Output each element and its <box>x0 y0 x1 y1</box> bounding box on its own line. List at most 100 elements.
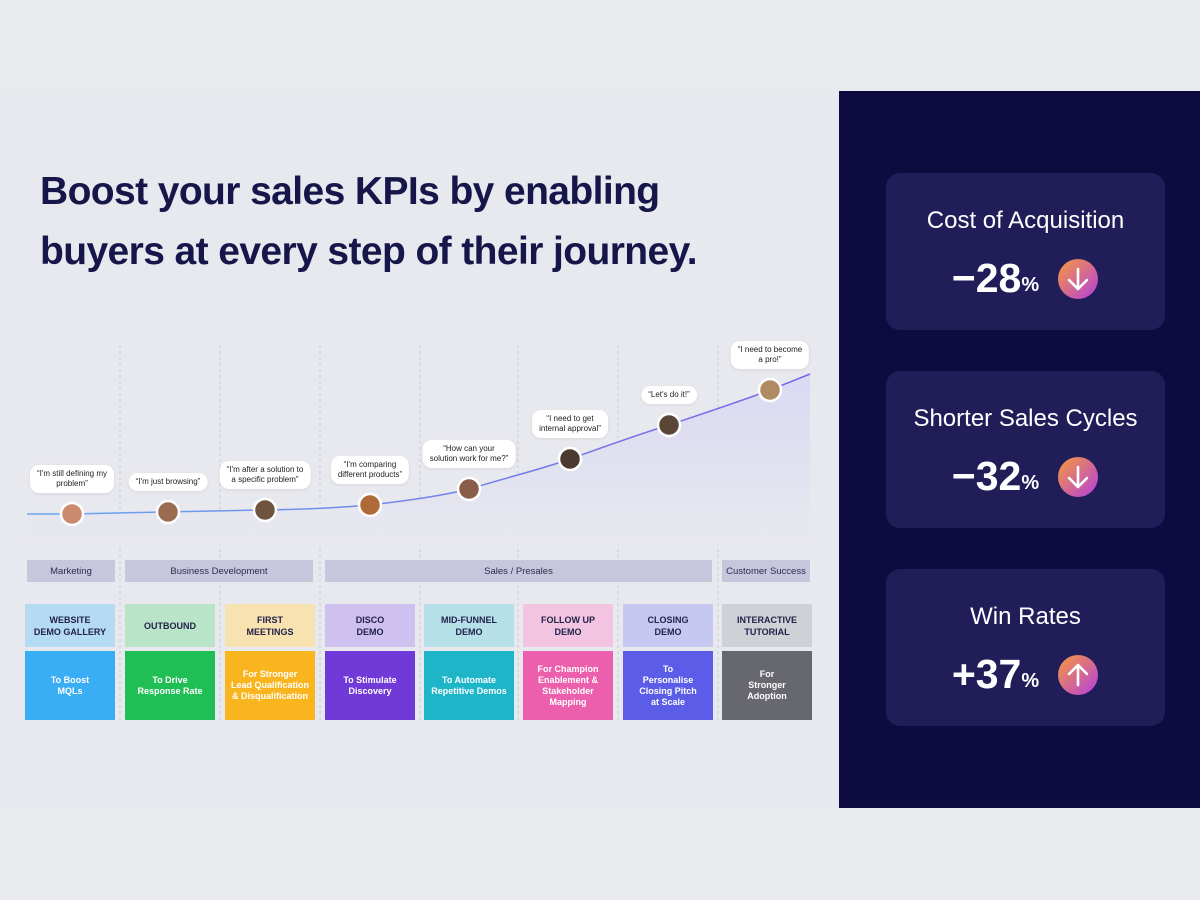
text-line: DEMO GALLERY <box>33 626 107 637</box>
text-line: a specific problem” <box>231 475 299 484</box>
text-line: TUTORIAL <box>744 626 790 637</box>
title-line: Boost your sales KPIs by enabling <box>40 170 660 213</box>
text-line: CLOSING <box>647 614 689 625</box>
stage-label: Marketing <box>27 560 115 582</box>
text-line: & Disqualification <box>231 691 308 701</box>
text-line: Adoption <box>747 691 787 701</box>
text-line: Stronger <box>748 680 786 690</box>
kpi-card: Win Rates +37% <box>886 569 1165 726</box>
text-line: DEMO <box>554 626 582 637</box>
text-line: “Let's do it!” <box>648 390 690 399</box>
direction-icon <box>1058 654 1099 695</box>
avatar <box>557 446 583 472</box>
text-line: Discovery <box>348 685 392 696</box>
kpi-title: Cost of Acquisition <box>926 207 1125 234</box>
text-line: FOLLOW UP <box>541 614 595 625</box>
text-line: Enablement & <box>537 674 598 685</box>
journey-area <box>27 374 810 545</box>
text-line: problem” <box>56 479 88 488</box>
stage-card-desc: For Stronger Lead Qualification & Disquali… <box>225 651 315 720</box>
stage-card-desc: For Stronger Adoption <box>722 651 812 720</box>
text-line: “I need to become <box>737 345 803 354</box>
stage-card-desc: To Automate Repetitive Demos <box>424 651 514 720</box>
text-line: different products” <box>337 470 403 479</box>
text-line: DISCO <box>355 614 385 625</box>
title-line: buyers at every step of their journey. <box>40 230 698 273</box>
stage-card-desc: To Personalise Closing Pitch at Scale <box>623 651 713 720</box>
quote-bubble: “I'm after a solution to a specific probl… <box>219 461 311 489</box>
stage-label: Business Development <box>125 560 313 582</box>
avatar <box>59 501 85 527</box>
text-line: solution work for me?” <box>429 454 509 463</box>
stage-label: Sales / Presales <box>325 560 712 582</box>
avatar <box>456 476 482 502</box>
stage-card-label: FOLLOW UP DEMO <box>523 604 613 647</box>
text-line: Stakeholder <box>542 685 594 696</box>
stage-card-label: INTERACTIVE TUTORIAL <box>722 604 812 647</box>
text-line: DEMO <box>654 626 682 637</box>
kpi-unit: % <box>1021 472 1040 494</box>
text-line: DEMO <box>356 626 384 637</box>
text-line: For <box>759 669 775 679</box>
text-line: To Drive <box>152 674 188 685</box>
stage-card-label: OUTBOUND <box>125 604 215 647</box>
text-line: “I'm after a solution to <box>226 465 304 474</box>
kpi-value: −32 <box>951 453 1022 499</box>
text-line: For Stronger <box>242 669 298 679</box>
kpi-value: +37 <box>951 651 1022 697</box>
text-line: For Champion <box>537 663 599 674</box>
quote-bubble: “Let's do it!” <box>641 386 697 404</box>
text-line: a pro!” <box>758 355 782 364</box>
text-line: INTERACTIVE <box>736 614 797 625</box>
stage-card-label: DISCO DEMO <box>325 604 415 647</box>
text-line: To Automate <box>442 674 496 685</box>
stage-card-label: WEBSITE DEMO GALLERY <box>25 604 115 647</box>
kpi-unit: % <box>1021 274 1040 296</box>
quote-bubble: “I need to get internal approval” <box>532 410 608 438</box>
text-line: To Boost <box>50 674 90 685</box>
kpi-value-row: −32% <box>886 453 1165 500</box>
text-line: Closing Pitch <box>639 685 697 696</box>
quote-bubble: “How can your solution work for me?” <box>422 440 516 468</box>
stage-card-label: FIRST MEETINGS <box>225 604 315 647</box>
direction-icon <box>1058 456 1099 497</box>
kpi-value-row: −28% <box>886 255 1165 302</box>
text-line: DEMO <box>455 626 483 637</box>
text-line: internal approval” <box>539 424 601 433</box>
text-line: at Scale <box>650 696 686 707</box>
kpi-title: Win Rates <box>970 603 1081 630</box>
text-line: To Stimulate <box>343 674 397 685</box>
text-line: MID-FUNNEL <box>441 614 497 625</box>
text-line: Mapping <box>549 696 587 707</box>
text-line: Response Rate <box>137 685 203 696</box>
quote-bubble: “I'm comparing different products” <box>330 456 410 484</box>
kpi-value-row: +37% <box>886 651 1165 698</box>
kpi-title: Shorter Sales Cycles <box>913 405 1138 432</box>
text-line: Lead Qualification <box>230 680 309 690</box>
quote-bubble: “I'm just browsing” <box>128 473 208 491</box>
journey-graphic <box>27 345 811 720</box>
text-line: “I'm still defining my <box>37 469 107 478</box>
stage-label: Customer Success <box>722 560 810 582</box>
stage-card-desc: For Champion Enablement & Stakeholder Mappi… <box>523 651 613 720</box>
avatar <box>757 377 783 403</box>
stage-card-desc: To Stimulate Discovery <box>325 651 415 720</box>
text-line: MEETINGS <box>246 626 294 637</box>
text-line: To <box>662 663 674 674</box>
kpi-unit: % <box>1021 670 1040 692</box>
text-line: Repetitive Demos <box>431 685 507 696</box>
avatar <box>252 497 278 523</box>
direction-icon <box>1058 258 1099 299</box>
text-line: OUTBOUND <box>144 620 196 631</box>
avatar <box>155 499 181 525</box>
avatar <box>656 412 682 438</box>
quote-bubble: “I need to become a pro!” <box>730 341 810 369</box>
kpi-card: Cost of Acquisition −28% <box>886 173 1165 330</box>
stage-card-label: CLOSING DEMO <box>623 604 713 647</box>
text-line: “I'm comparing <box>343 460 397 469</box>
text-line: “How can your <box>443 444 495 453</box>
text-line: “I need to get <box>546 414 594 423</box>
stage-card-desc: To Boost MQLs <box>25 651 115 720</box>
text-line: WEBSITE <box>49 614 91 625</box>
